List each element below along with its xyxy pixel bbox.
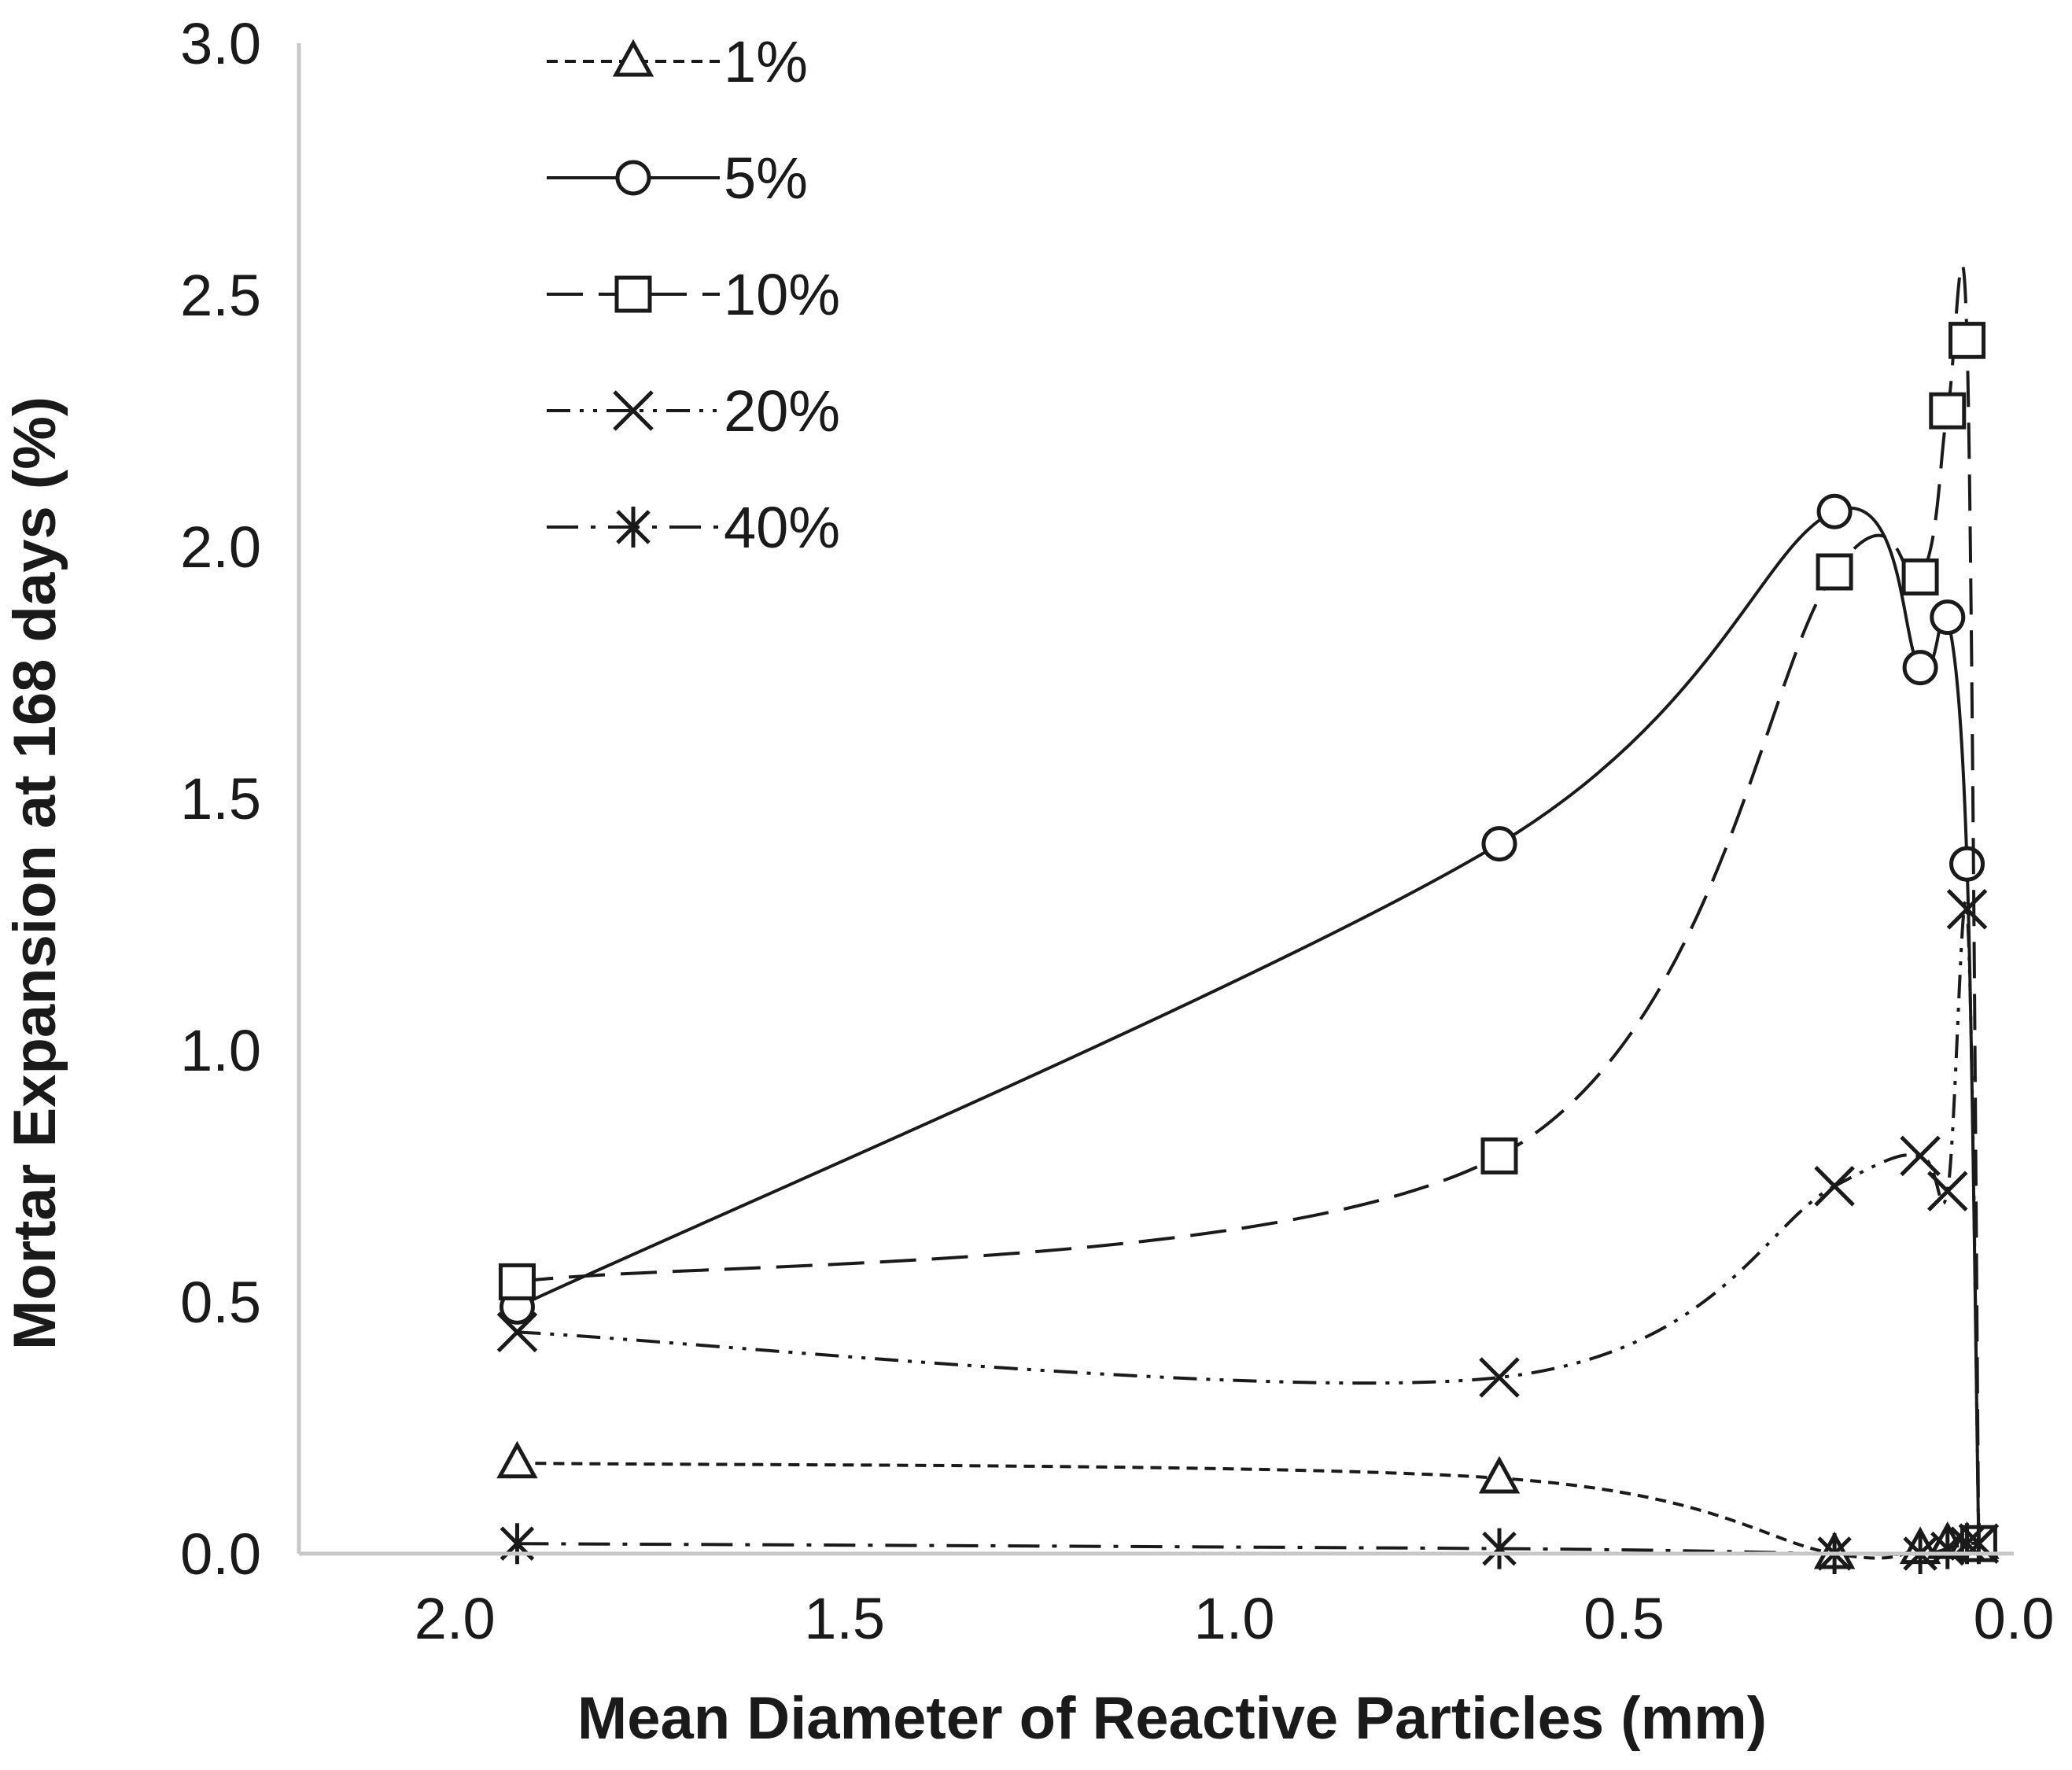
data-point <box>1814 1166 1855 1207</box>
legend-marker <box>615 160 651 196</box>
data-point <box>496 1311 538 1353</box>
legend-item: 1% <box>547 29 808 94</box>
y-tick-label: 2.5 <box>180 263 261 328</box>
y-tick-label: 1.0 <box>180 1018 261 1083</box>
series-4 <box>500 1523 1996 1574</box>
data-point <box>1478 1455 1521 1494</box>
y-tick-labels: 0.0 0.5 1.0 1.5 2.0 2.5 3.0 <box>180 11 261 1587</box>
x-tick-label: 0.0 <box>1974 1586 2055 1651</box>
legend-item: 40% <box>547 495 840 560</box>
series-line <box>517 1461 1979 1560</box>
legend-label: 1% <box>724 29 808 94</box>
series-1 <box>499 493 1996 1562</box>
series-layer <box>496 263 2000 1574</box>
x-tick-label: 2.0 <box>415 1586 496 1651</box>
y-axis-title: Mortar Expansion at 168 days (%) <box>2 396 68 1350</box>
data-point <box>496 1440 538 1479</box>
series-0 <box>496 1440 2000 1569</box>
legend-marker <box>614 275 652 313</box>
legend-label: 20% <box>724 378 840 444</box>
data-point <box>1480 1137 1518 1174</box>
data-point <box>1481 826 1517 862</box>
legend-marker <box>613 390 654 431</box>
y-tick-label: 1.5 <box>180 766 261 832</box>
legend-item: 20% <box>547 378 840 444</box>
data-point <box>1946 889 1988 930</box>
y-tick-label: 3.0 <box>180 11 261 76</box>
series-line <box>516 507 1981 1544</box>
data-point <box>1930 599 1966 636</box>
x-tick-label: 1.0 <box>1194 1586 1275 1651</box>
legend-label: 5% <box>724 146 808 211</box>
x-tick-label: 1.5 <box>804 1586 885 1651</box>
legend-marker <box>616 507 651 548</box>
data-point <box>1901 558 1939 596</box>
x-axis-title: Mean Diameter of Reactive Particles (mm) <box>577 1685 1767 1752</box>
data-point <box>498 1263 536 1300</box>
data-point <box>1479 1357 1520 1398</box>
data-point <box>1949 846 1985 882</box>
data-point <box>1929 392 1967 430</box>
data-point <box>1900 1135 1941 1177</box>
data-point <box>1902 650 1938 686</box>
legend-marker <box>612 39 654 77</box>
series-line <box>517 263 1981 1544</box>
data-point <box>1948 322 1986 360</box>
series-line <box>517 900 1981 1544</box>
data-point <box>1927 1171 1968 1211</box>
x-tick-labels: 2.0 1.5 1.0 0.5 0.0 <box>415 1586 2055 1651</box>
series-2 <box>498 263 1997 1562</box>
data-point <box>1930 1528 1965 1569</box>
series-3 <box>496 889 2000 1564</box>
legend: 1% 5% 10% 20% 40% <box>547 29 840 560</box>
legend-label: 10% <box>724 262 840 327</box>
data-point <box>1816 553 1853 591</box>
y-tick-label: 0.5 <box>180 1270 261 1335</box>
y-tick-label: 0.0 <box>180 1521 261 1587</box>
legend-item: 10% <box>547 262 840 327</box>
legend-item: 5% <box>547 146 808 211</box>
x-tick-label: 0.5 <box>1583 1586 1665 1651</box>
legend-label: 40% <box>724 495 840 560</box>
data-point <box>1816 493 1853 529</box>
y-tick-label: 2.0 <box>180 514 261 580</box>
data-point <box>1482 1528 1517 1569</box>
